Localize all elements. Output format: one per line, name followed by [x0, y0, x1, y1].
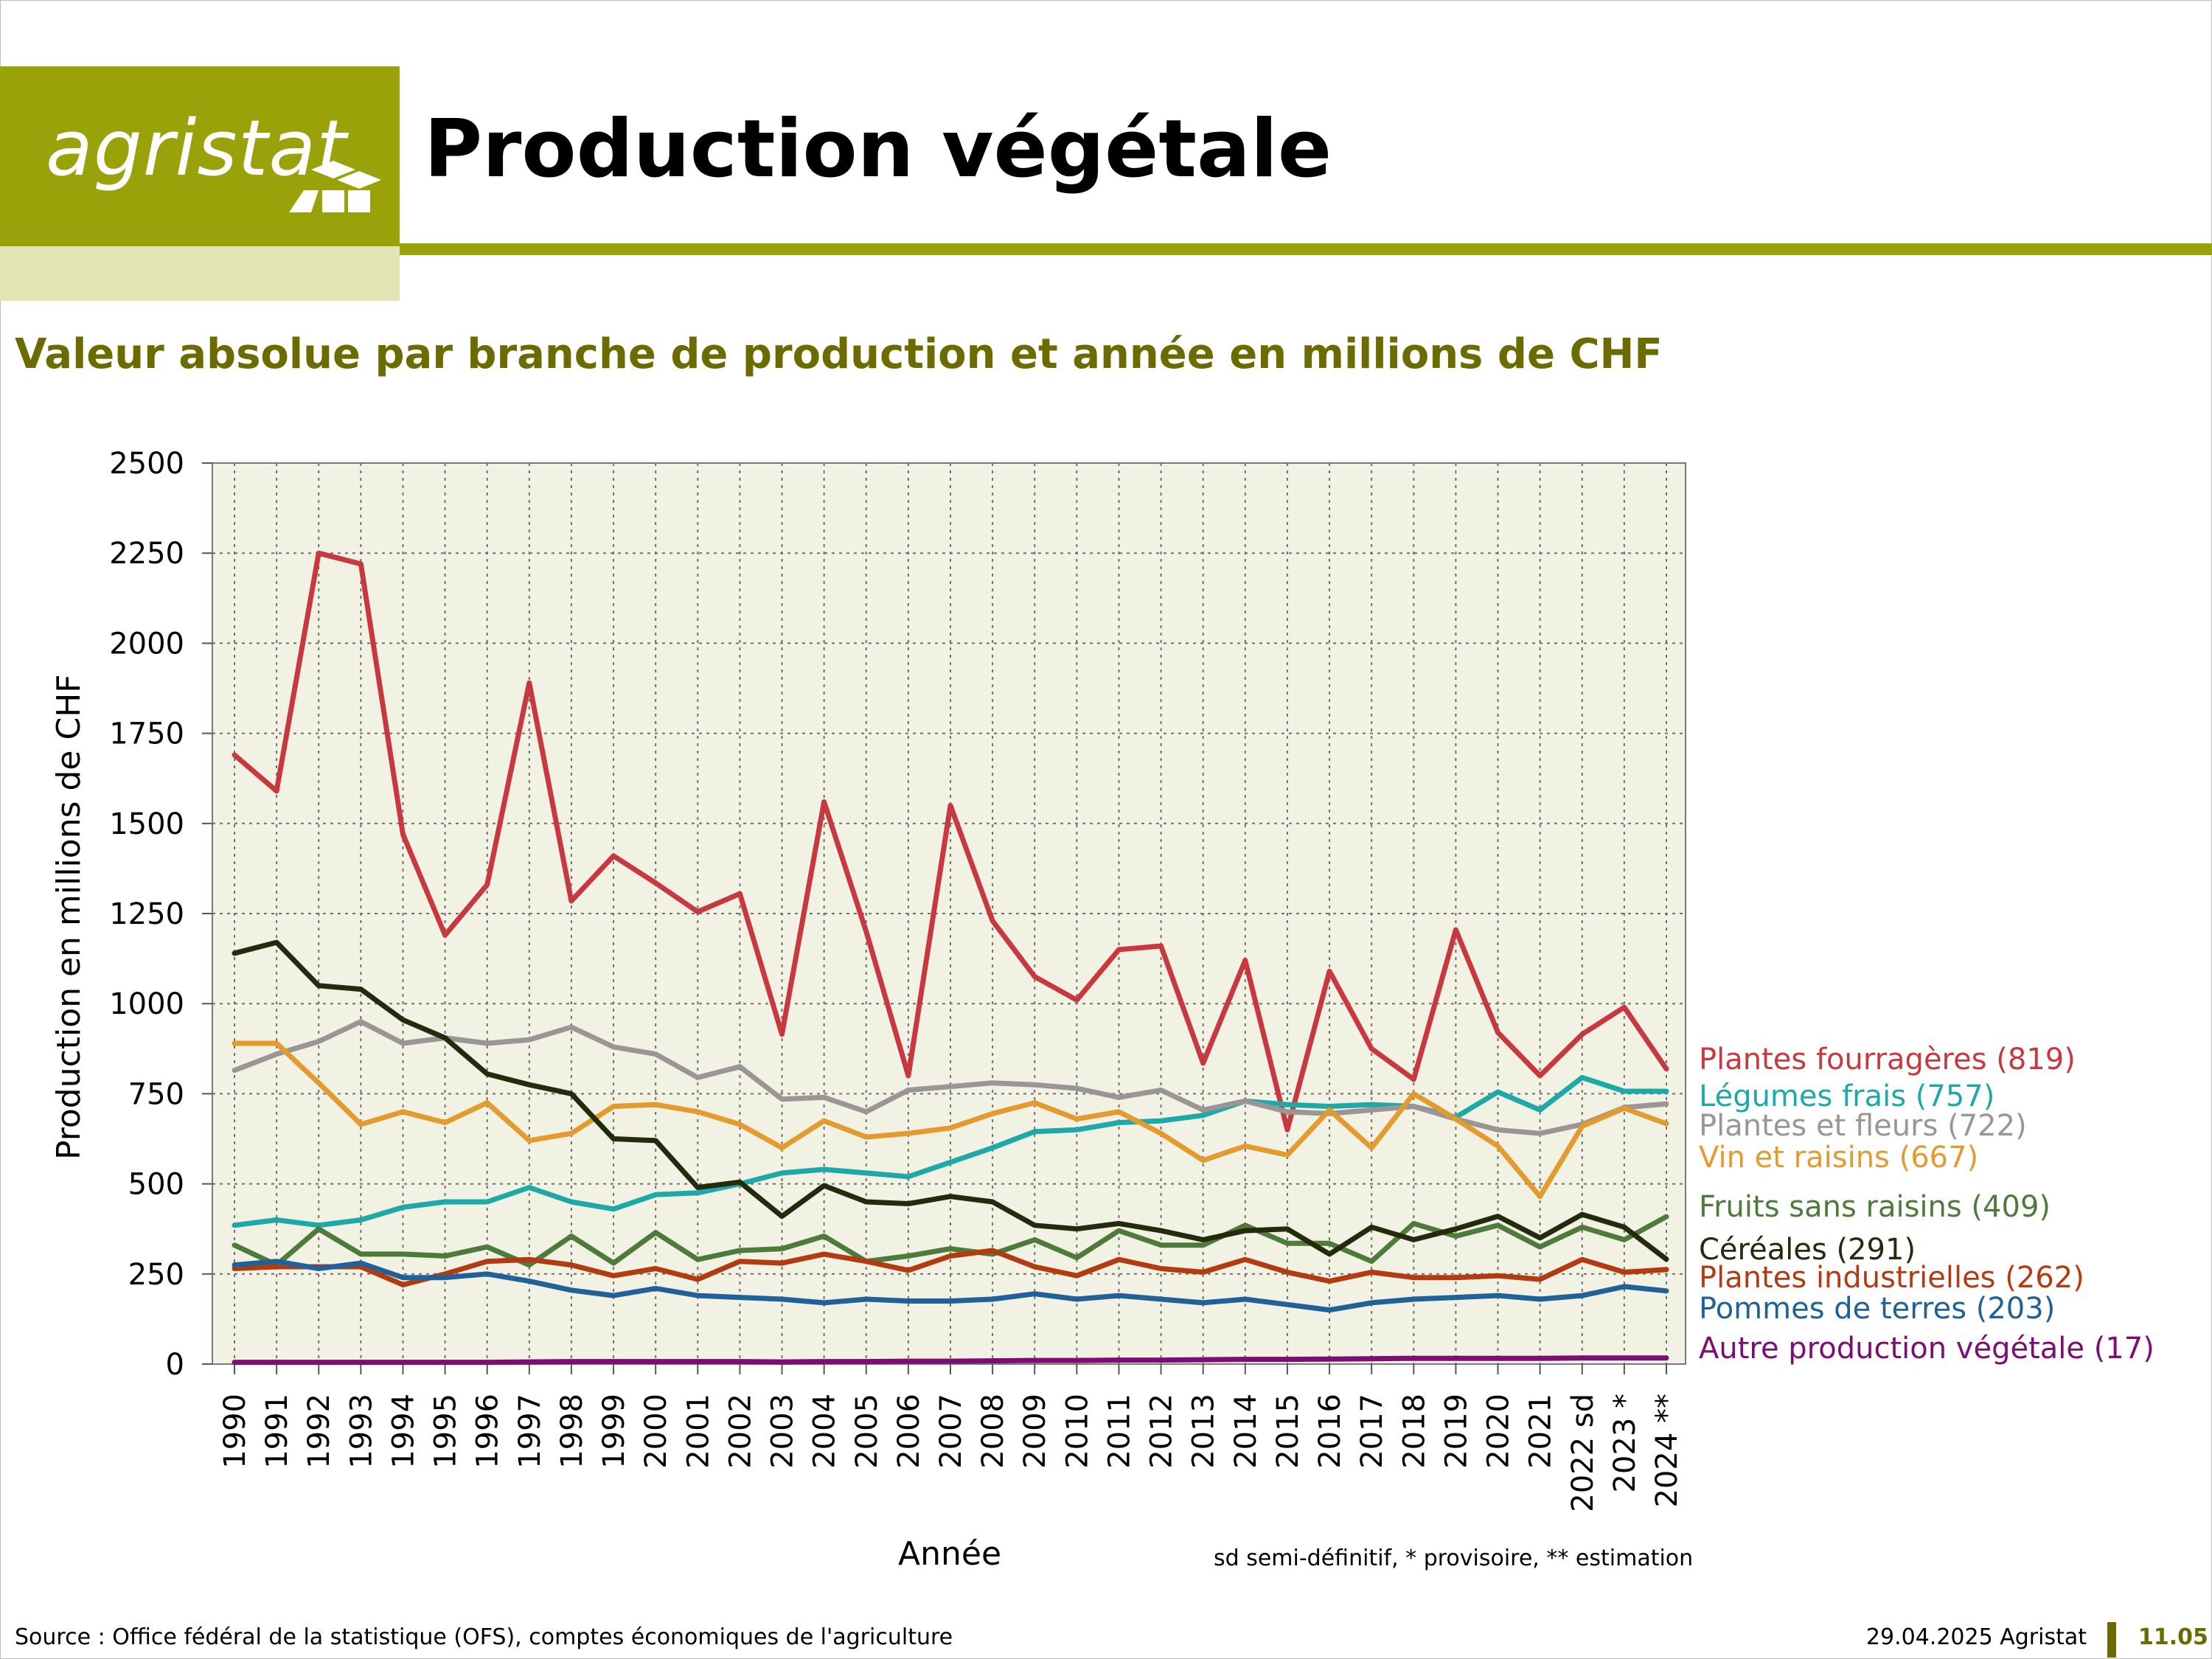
y-tick-label: 1000 — [109, 987, 184, 1021]
x-tick-label: 2024 ** — [1650, 1394, 1684, 1508]
series-line — [232, 550, 1669, 1133]
legend-label: Autre production végétale (17) — [1699, 1332, 2154, 1366]
diamond-logo-icon — [289, 161, 381, 212]
x-tick-label: 2022 sd — [1566, 1394, 1600, 1512]
x-tick-label: 1997 — [513, 1394, 547, 1469]
legend-label: Plantes et fleurs (722) — [1699, 1109, 2027, 1143]
x-tick-label: 2014 — [1229, 1394, 1263, 1469]
series-line — [232, 1040, 1669, 1200]
series-line — [232, 1248, 1669, 1287]
y-tick-label: 0 — [166, 1348, 184, 1382]
header-rule — [400, 243, 2212, 255]
y-tick-label: 2500 — [109, 447, 184, 481]
y-tick-label: 1250 — [109, 897, 184, 931]
series-line — [232, 939, 1669, 1262]
x-tick-label: 2023 * — [1608, 1394, 1642, 1493]
legend-label: Céréales (291) — [1699, 1233, 1916, 1267]
x-tick-label: 2020 — [1482, 1394, 1516, 1469]
y-tick-label: 750 — [128, 1077, 184, 1111]
x-tick-label: 1995 — [429, 1394, 463, 1469]
legend-label: Légumes frais (757) — [1699, 1079, 1994, 1113]
x-tick-label: 2010 — [1060, 1394, 1094, 1469]
y-tick-label: 1500 — [109, 807, 184, 841]
x-axis-title: Année — [898, 1535, 1002, 1573]
x-tick-label: 2001 — [681, 1394, 715, 1469]
y-axis-title: Production en millions de CHF — [50, 674, 88, 1160]
chart-subtitle: Valeur absolue par branche de production… — [15, 330, 1663, 378]
x-tick-label: 2008 — [976, 1394, 1010, 1469]
logo-underlay — [0, 246, 400, 301]
x-tick-label: 2019 — [1439, 1394, 1473, 1469]
x-tick-label: 1996 — [471, 1394, 505, 1469]
legend-label: Fruits sans raisins (409) — [1699, 1190, 2051, 1224]
legend-label: Pommes de terres (203) — [1699, 1292, 2055, 1326]
x-tick-label: 1994 — [386, 1394, 420, 1469]
x-tick-label: 2013 — [1187, 1394, 1221, 1469]
x-tick-label: 2005 — [850, 1394, 884, 1469]
page-title: Production végétale — [424, 103, 1332, 195]
footer-date: 29.04.2025 Agristat — [1865, 1624, 2087, 1650]
x-tick-label: 2021 — [1524, 1394, 1558, 1469]
legend-label: Vin et raisins (667) — [1699, 1141, 1978, 1175]
x-tick-label: 2004 — [808, 1394, 842, 1469]
series-line — [232, 1355, 1669, 1366]
series-line — [232, 1214, 1669, 1268]
x-tick-label: 2003 — [766, 1394, 800, 1469]
y-tick-label: 1750 — [109, 717, 184, 751]
x-tick-label: 2000 — [639, 1394, 673, 1469]
logo-text: agristat — [46, 103, 347, 193]
series-line — [232, 1019, 1669, 1136]
footer-divider — [2107, 1622, 2116, 1658]
x-tick-label: 2016 — [1313, 1394, 1347, 1469]
y-tick-label: 500 — [128, 1168, 184, 1202]
x-tick-label: 1998 — [555, 1394, 589, 1469]
x-tick-label: 1993 — [344, 1394, 378, 1469]
x-tick-label: 1991 — [260, 1394, 294, 1469]
x-tick-label: 1990 — [218, 1394, 252, 1469]
y-tick-label: 2250 — [109, 537, 184, 571]
x-tick-label: 2006 — [892, 1394, 926, 1469]
y-tick-label: 250 — [128, 1258, 184, 1292]
x-tick-label: 2015 — [1271, 1394, 1305, 1469]
x-tick-label: 2018 — [1397, 1394, 1431, 1469]
chart-note: sd semi-définitif, * provisoire, ** esti… — [1214, 1545, 1694, 1571]
legend-label: Plantes industrielles (262) — [1699, 1261, 2084, 1295]
footer-source: Source : Office fédéral de la statistiqu… — [15, 1624, 953, 1650]
x-tick-label: 2011 — [1102, 1394, 1136, 1469]
y-tick-label: 2000 — [109, 627, 184, 661]
series-line — [232, 1259, 1669, 1313]
page-number: 11.05 — [2138, 1624, 2208, 1650]
x-tick-label: 2002 — [723, 1394, 757, 1469]
x-tick-label: 2017 — [1355, 1394, 1389, 1469]
legend-label: Plantes fourragères (819) — [1699, 1043, 2076, 1077]
x-tick-label: 1999 — [597, 1394, 631, 1469]
x-tick-label: 2012 — [1145, 1394, 1179, 1469]
x-tick-label: 2007 — [934, 1394, 968, 1469]
x-tick-label: 1992 — [302, 1394, 336, 1469]
x-tick-label: 2009 — [1018, 1394, 1052, 1469]
agristat-logo — [0, 66, 400, 246]
